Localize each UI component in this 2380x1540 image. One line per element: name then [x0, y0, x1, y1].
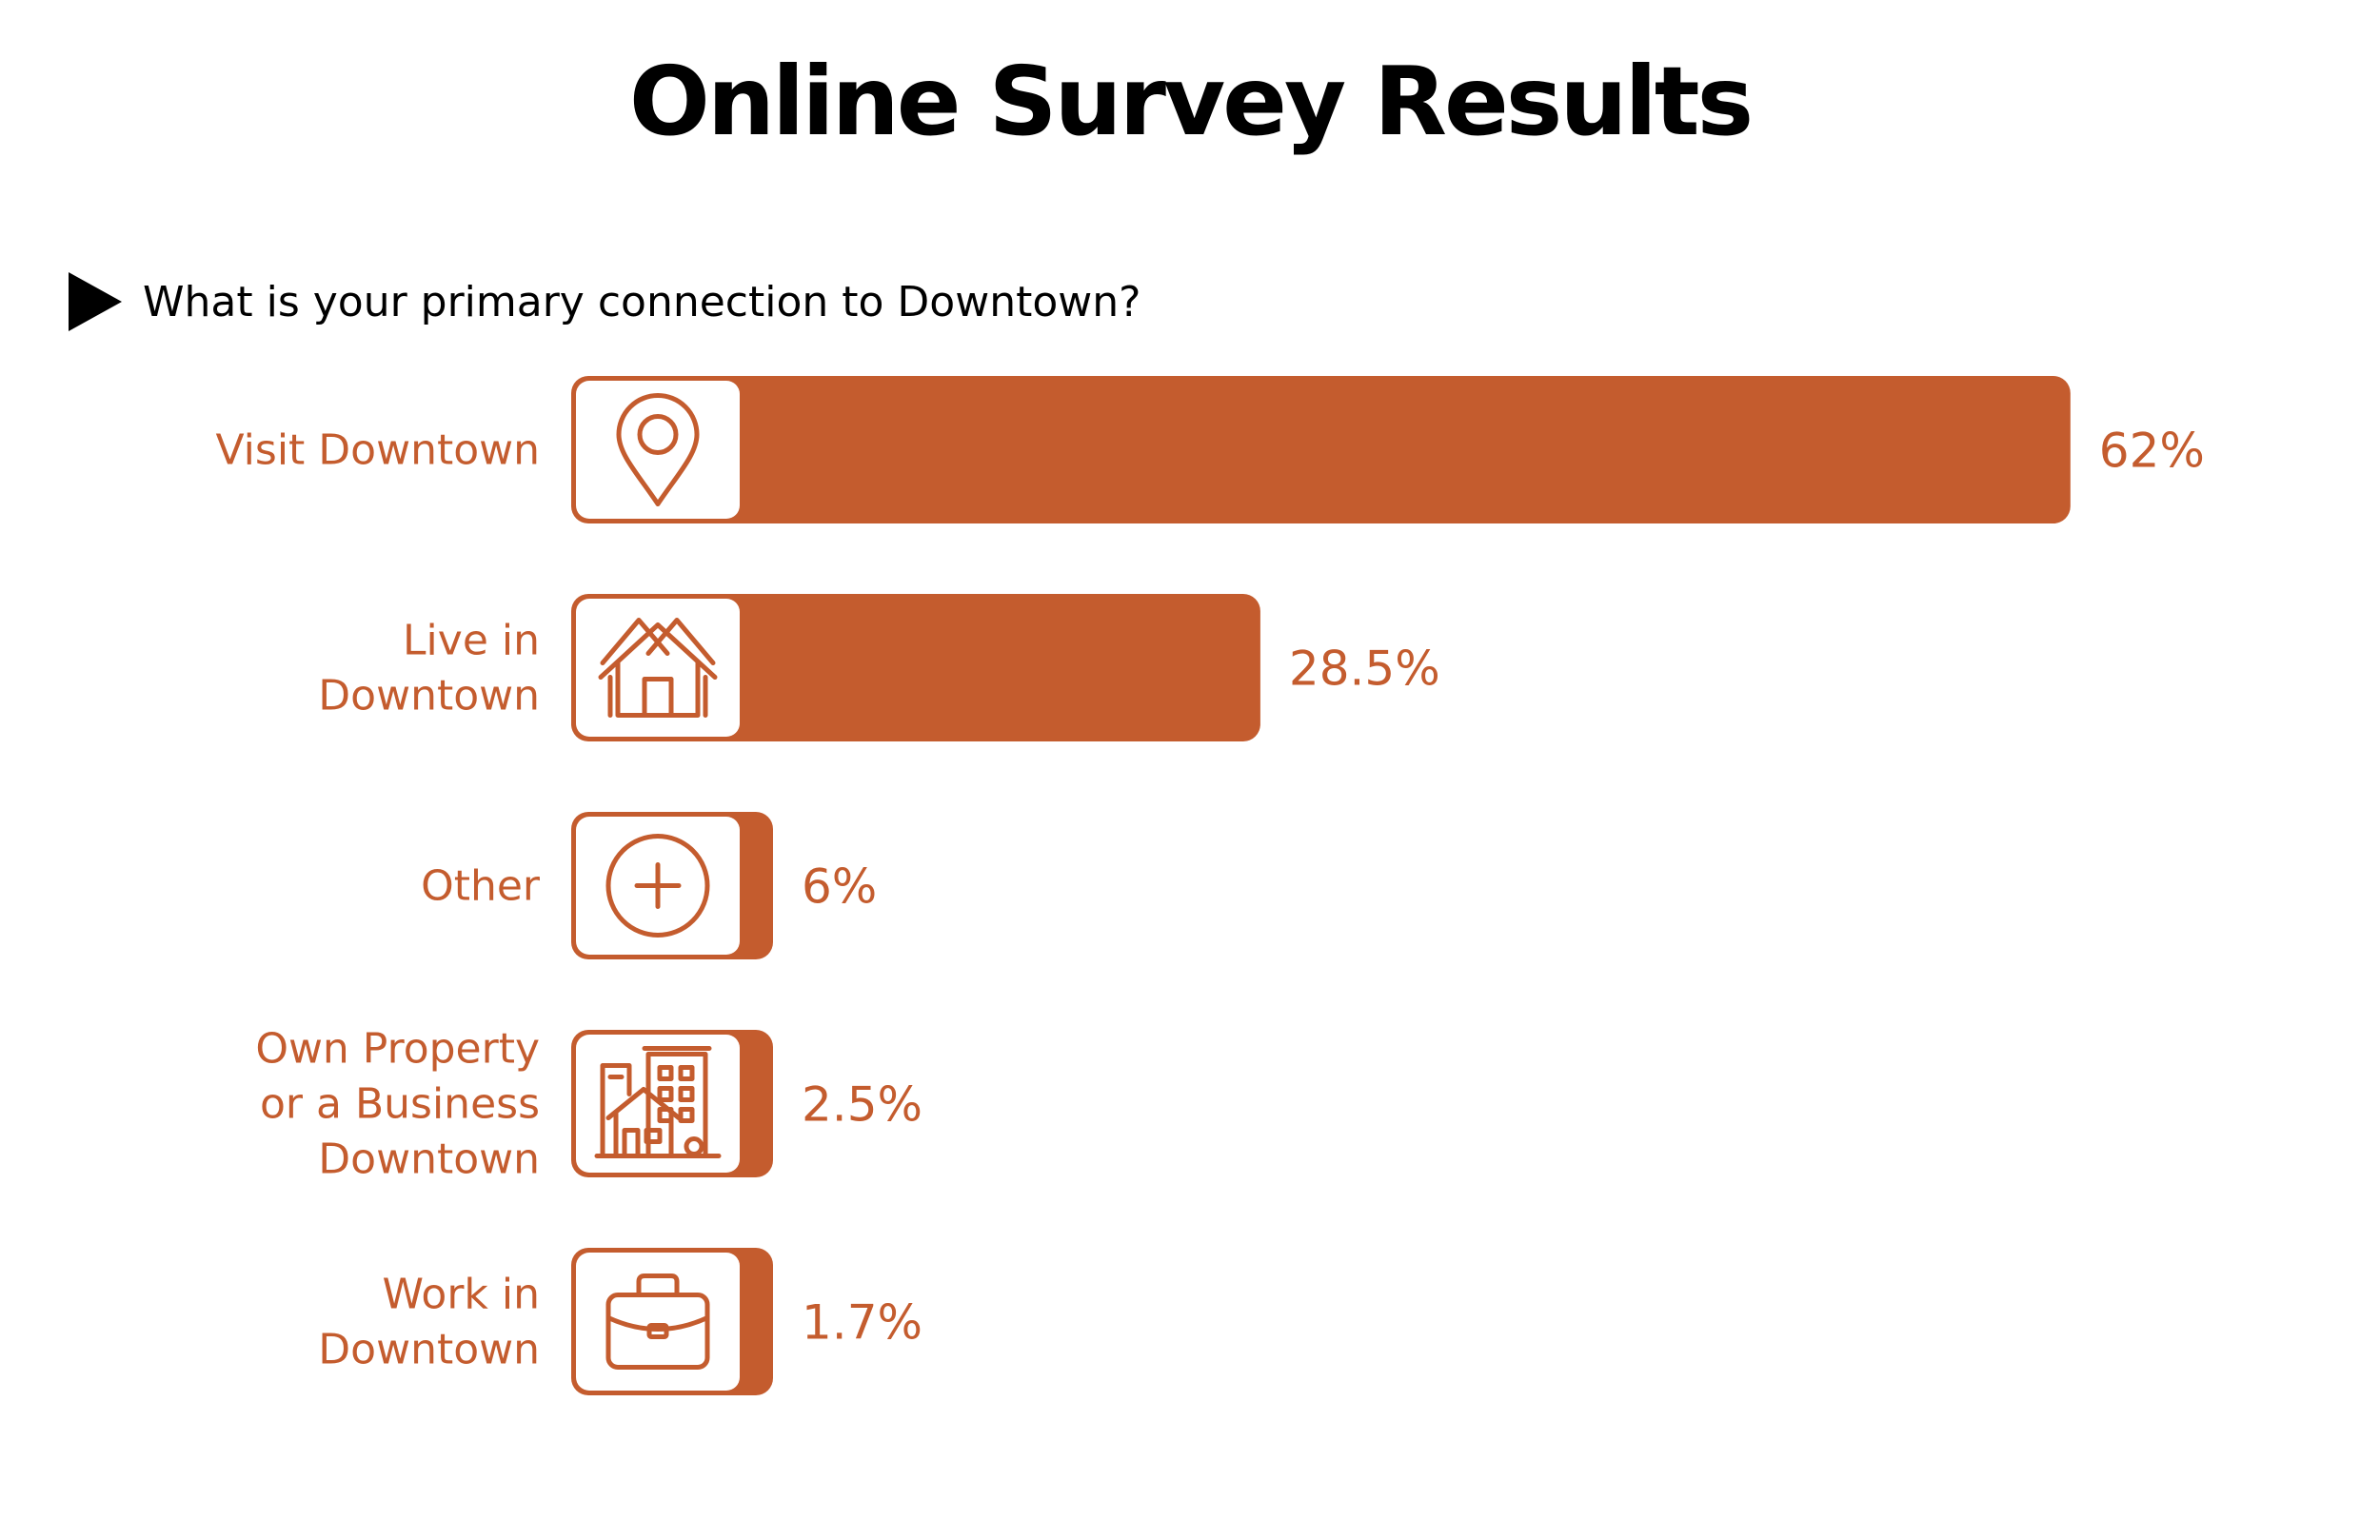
briefcase-icon — [605, 1273, 710, 1370]
category-label-line: Visit Downtown — [216, 426, 540, 475]
plus-circle-icon — [605, 834, 710, 938]
bar — [571, 376, 2071, 523]
category-label-line: Downtown — [318, 672, 540, 721]
bar-row: 6% Other — [421, 812, 877, 959]
category-label-line: Downtown — [318, 1135, 540, 1184]
value-label: 1.7% — [802, 1295, 922, 1351]
arrow-right-icon — [69, 272, 122, 331]
bar-row: 2.5% Own Property or a Business Downtown — [255, 1025, 922, 1184]
category-label-line: Live in — [403, 617, 540, 665]
category-label-line: Work in — [382, 1271, 540, 1319]
category-label: Live in Downtown — [318, 617, 540, 721]
category-label: Other — [421, 862, 541, 911]
value-label: 2.5% — [802, 1077, 922, 1133]
page-title: Online Survey Results — [628, 46, 1754, 157]
category-label: Work in Downtown — [318, 1271, 540, 1374]
buildings-icon — [594, 1046, 722, 1158]
bar-row: 28.5% Live in Downtown — [318, 594, 1440, 741]
icon-box — [576, 1253, 740, 1391]
bar-row: 62% Visit Downtown — [216, 376, 2205, 523]
category-label-line: Own Property — [255, 1025, 540, 1074]
question-text: What is your primary connection to Downt… — [143, 277, 1141, 326]
house-icon — [598, 618, 718, 718]
category-label-line: Other — [421, 862, 541, 911]
value-label: 28.5% — [1289, 642, 1440, 697]
question-row: What is your primary connection to Downt… — [69, 271, 1140, 332]
bar-row: 1.7% Work in Downtown — [318, 1248, 922, 1395]
bar — [571, 594, 1260, 741]
category-label-line: or a Business — [260, 1080, 540, 1129]
icon-box — [576, 381, 740, 519]
map-pin-icon — [616, 393, 700, 506]
value-label: 6% — [802, 859, 877, 915]
category-label: Visit Downtown — [216, 426, 540, 475]
value-label: 62% — [2099, 424, 2205, 479]
category-label-line: Downtown — [318, 1326, 540, 1374]
category-label: Own Property or a Business Downtown — [255, 1025, 540, 1184]
